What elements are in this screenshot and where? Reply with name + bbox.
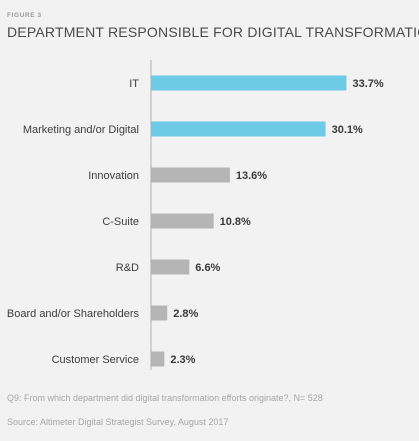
bar	[151, 305, 168, 321]
category-label: Customer Service	[52, 354, 139, 366]
chart-title: DEPARTMENT RESPONSIBLE FOR DIGITAL TRANS…	[7, 24, 419, 40]
value-label: 2.8%	[173, 308, 198, 320]
value-label: 30.1%	[332, 124, 363, 136]
category-label: C-Suite	[102, 216, 139, 228]
value-label: 10.8%	[220, 216, 251, 228]
category-label: Board and/or Shareholders	[7, 308, 140, 320]
bar-chart: IT 33.7% Marketing and/or Digital 30.1% Inno…	[7, 60, 384, 370]
bar	[151, 213, 214, 229]
category-label: Marketing and/or Digital	[23, 124, 139, 136]
survey-question-note: Q9: From which department did digital tr…	[7, 393, 323, 403]
value-label: 33.7%	[352, 78, 383, 90]
value-label: 6.6%	[195, 262, 220, 274]
source-note: Source: Altimeter Digital Strategist Sur…	[7, 417, 229, 427]
bar	[151, 75, 347, 91]
value-label: 2.3%	[170, 354, 195, 366]
value-label: 13.6%	[236, 170, 267, 182]
bar	[151, 351, 165, 367]
bar	[151, 259, 190, 275]
figure-number: FIGURE 3	[7, 12, 42, 19]
category-label: Innovation	[88, 170, 139, 182]
category-label: IT	[129, 78, 139, 90]
bar	[151, 121, 326, 137]
bar	[151, 167, 230, 183]
category-label: R&D	[116, 262, 139, 274]
